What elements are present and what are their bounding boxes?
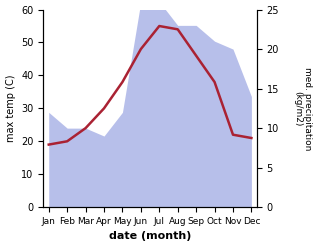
X-axis label: date (month): date (month): [109, 231, 191, 242]
Y-axis label: med. precipitation
(kg/m2): med. precipitation (kg/m2): [293, 67, 313, 150]
Y-axis label: max temp (C): max temp (C): [5, 75, 16, 142]
